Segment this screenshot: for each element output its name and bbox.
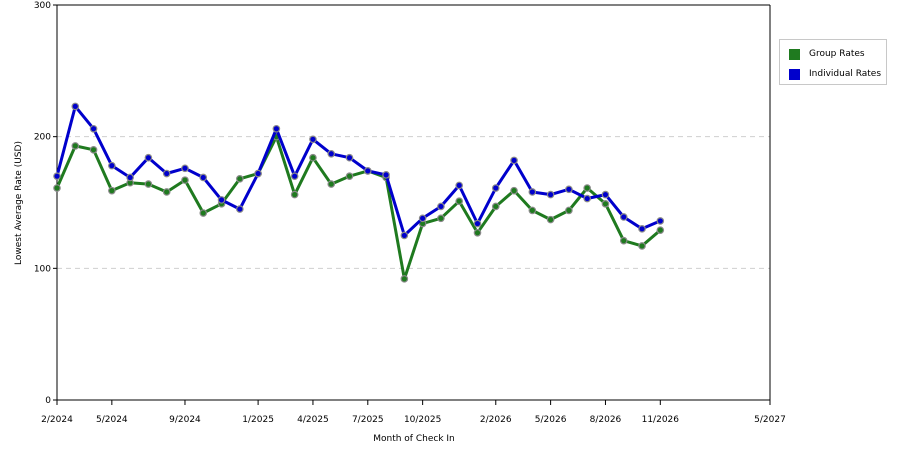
y-tick-label: 200 <box>34 133 51 143</box>
data-point-group-rates <box>144 180 153 188</box>
x-tick-label: 2/2026 <box>480 415 512 425</box>
legend-label-individual-rates: Individual Rates <box>809 69 882 79</box>
x-tick-label: 8/2026 <box>590 415 622 425</box>
data-point-group-rates <box>473 228 482 237</box>
data-point-individual-rates <box>656 217 665 225</box>
data-point-group-rates <box>546 215 555 224</box>
series-line-individual-rates <box>55 104 661 237</box>
data-point-individual-rates <box>400 231 409 240</box>
y-tick-label: 100 <box>34 264 51 274</box>
legend-label-group-rates: Group Rates <box>809 49 865 59</box>
data-point-group-rates <box>619 236 628 245</box>
data-point-group-rates <box>290 190 299 199</box>
data-point-individual-rates <box>108 161 116 170</box>
y-tick-label: 0 <box>45 396 51 406</box>
data-point-individual-rates <box>181 164 189 173</box>
series-individual-rates <box>53 102 665 240</box>
data-point-individual-rates <box>382 171 390 179</box>
data-point-individual-rates <box>601 190 610 199</box>
data-point-individual-rates <box>254 169 262 178</box>
legend-swatch-group-rates <box>789 48 800 60</box>
x-tick-label: 9/2024 <box>169 415 201 425</box>
data-point-individual-rates <box>638 225 646 233</box>
data-point-group-rates <box>638 242 646 250</box>
x-axis-ticks: 2/2024 5/2024 9/2024 1/2025 4/2025 7/2025 10/2… <box>41 400 786 425</box>
data-point-individual-rates <box>619 213 628 221</box>
x-tick-label: 2/2024 <box>41 415 73 425</box>
data-point-group-rates <box>71 142 80 150</box>
data-point-group-rates <box>162 188 171 196</box>
x-tick-label: 10/2025 <box>404 415 441 425</box>
data-point-group-rates <box>510 186 518 195</box>
data-point-individual-rates <box>272 124 281 133</box>
y-axis-ticks: 0 100 200 300 <box>34 1 57 406</box>
data-point-group-rates <box>327 180 336 188</box>
data-point-individual-rates <box>473 219 482 228</box>
x-tick-label: 11/2026 <box>642 415 680 425</box>
chart-legend: Group Rates Individual Rates <box>779 39 887 85</box>
x-tick-label: 5/2026 <box>535 415 567 425</box>
data-point-group-rates <box>528 206 537 215</box>
series-line-group-rates <box>55 135 662 281</box>
data-point-group-rates <box>437 214 445 223</box>
data-point-group-rates <box>181 176 189 184</box>
x-tick-label: 1/2025 <box>242 415 274 425</box>
data-point-individual-rates <box>53 172 61 180</box>
data-point-individual-rates <box>71 102 80 111</box>
x-tick-label: 7/2025 <box>352 415 384 425</box>
data-point-group-rates <box>345 172 354 180</box>
x-tick-label: 4/2025 <box>297 415 329 425</box>
data-point-individual-rates <box>236 205 244 213</box>
legend-item-individual-rates: Individual Rates <box>789 67 881 81</box>
legend-swatch-individual-rates <box>789 68 800 80</box>
data-point-individual-rates <box>565 185 573 194</box>
data-point-individual-rates <box>126 173 134 182</box>
series-layer <box>53 102 665 283</box>
data-point-group-rates <box>236 175 244 183</box>
y-tick-label: 300 <box>34 1 51 11</box>
data-point-group-rates <box>108 186 116 195</box>
data-point-individual-rates <box>345 153 354 162</box>
data-point-individual-rates <box>455 181 464 190</box>
data-point-individual-rates <box>546 190 555 199</box>
data-point-individual-rates <box>510 156 518 165</box>
data-point-group-rates <box>53 184 61 192</box>
data-point-group-rates <box>491 202 500 211</box>
data-point-group-rates <box>583 184 591 192</box>
data-point-individual-rates <box>144 153 153 162</box>
data-point-individual-rates <box>491 184 500 192</box>
x-axis-label: Month of Check In <box>373 434 455 444</box>
data-point-individual-rates <box>363 167 372 175</box>
gridlines <box>57 136 770 269</box>
data-point-individual-rates <box>162 169 171 178</box>
x-tick-label: 5/2027 <box>754 415 786 425</box>
data-point-individual-rates <box>309 135 317 144</box>
data-point-group-rates <box>89 146 98 154</box>
data-point-individual-rates <box>528 188 537 196</box>
data-point-individual-rates <box>89 124 98 133</box>
data-point-individual-rates <box>217 196 226 204</box>
data-point-individual-rates <box>583 194 591 203</box>
data-point-group-rates <box>656 226 665 234</box>
data-point-group-rates <box>309 153 317 162</box>
data-point-individual-rates <box>199 173 208 182</box>
y-axis-label: Lowest Average Rate (USD) <box>14 141 24 265</box>
data-point-individual-rates <box>290 172 299 180</box>
data-point-group-rates <box>400 275 409 283</box>
x-tick-label: 5/2024 <box>96 415 128 425</box>
data-point-group-rates <box>601 200 610 208</box>
data-point-individual-rates <box>437 202 445 211</box>
data-point-group-rates <box>455 197 464 205</box>
data-point-individual-rates <box>327 149 336 158</box>
legend-item-group-rates: Group Rates <box>789 47 865 61</box>
data-point-group-rates <box>199 209 208 217</box>
data-point-group-rates <box>565 206 573 215</box>
data-point-individual-rates <box>418 214 427 223</box>
